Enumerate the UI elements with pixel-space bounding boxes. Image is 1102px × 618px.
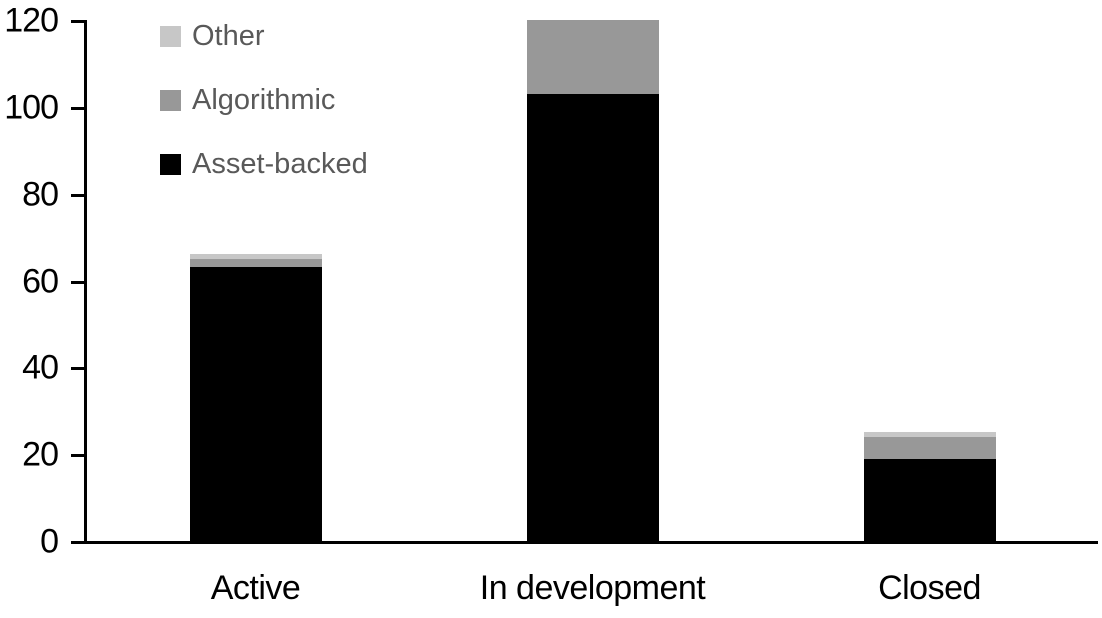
y-tick: [71, 367, 84, 371]
legend-swatch-other: [160, 25, 181, 47]
y-axis-line: [84, 20, 87, 544]
legend-label: Algorithmic: [192, 84, 336, 116]
x-axis-line: [71, 541, 1098, 544]
legend: Other Algorithmic Asset-backed: [160, 16, 368, 184]
bar-segment-algorithmic-active: [189, 258, 322, 268]
x-axis: Active In development Closed: [87, 569, 1098, 607]
y-tick: [71, 20, 84, 23]
y-tick-label: 20: [22, 435, 59, 474]
legend-label: Other: [192, 20, 265, 52]
legend-item-asset-backed: Asset-backed: [160, 144, 368, 184]
x-axis-label-in-development: In development: [479, 569, 706, 607]
bar-segment-other-closed: [863, 432, 996, 437]
legend-swatch-asset-backed: [160, 153, 181, 175]
y-tick: [71, 280, 84, 284]
x-axis-label-closed: Closed: [878, 569, 981, 607]
bar-segment-algorithmic-in-development: [526, 20, 659, 94]
bar-segment-other-active: [189, 254, 322, 259]
x-axis-label-active: Active: [210, 569, 301, 607]
bar-segment-asset-backed-in-development: [526, 93, 659, 541]
legend-swatch-algorithmic: [160, 89, 181, 111]
y-tick-label: 100: [4, 88, 59, 127]
legend-item-algorithmic: Algorithmic: [160, 80, 368, 120]
legend-label: Asset-backed: [192, 148, 368, 180]
y-tick-label: 0: [40, 522, 59, 561]
bar-segment-asset-backed-active: [189, 267, 322, 541]
y-tick-label: 60: [22, 261, 59, 300]
y-tick-label: 120: [4, 1, 59, 40]
y-tick: [71, 454, 84, 458]
y-tick: [71, 193, 84, 197]
legend-item-other: Other: [160, 16, 368, 56]
bar-segment-algorithmic-closed: [863, 436, 996, 459]
y-tick-label: 80: [22, 174, 59, 213]
y-tick-label: 40: [22, 348, 59, 387]
y-tick: [71, 106, 84, 110]
bar-segment-asset-backed-closed: [863, 458, 996, 541]
